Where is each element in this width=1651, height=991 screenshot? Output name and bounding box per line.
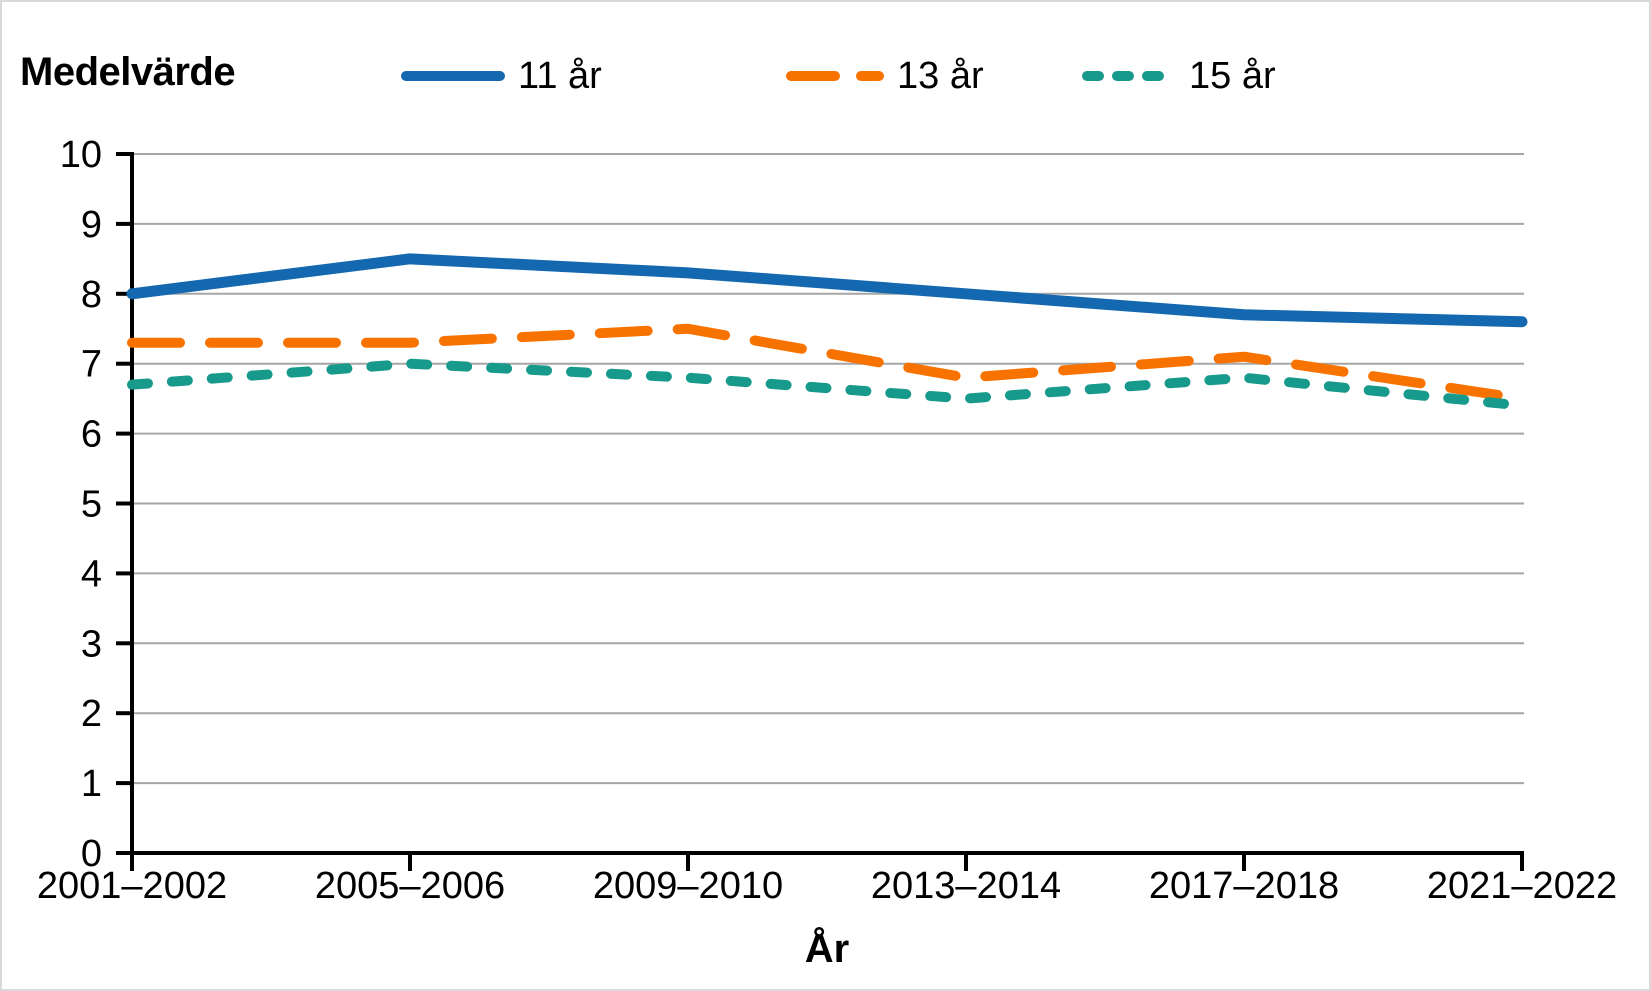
x-tick-label-1: 2005–2006	[315, 865, 505, 907]
series-line-11-år	[126, 253, 1528, 328]
legend-label: 13 år	[897, 54, 984, 97]
x-tick-label-3: 2013–2014	[871, 865, 1061, 907]
x-axis-title: År	[805, 926, 849, 971]
y-tick-label-6: 6	[81, 414, 102, 456]
y-tick-label-1: 1	[81, 763, 102, 805]
y-tick-label-2: 2	[81, 693, 102, 735]
x-tick-label-4: 2017–2018	[1149, 865, 1339, 907]
y-tick-label-8: 8	[81, 274, 102, 316]
y-tick-label-0: 0	[81, 833, 102, 875]
legend-item-11-ar: 11 år	[400, 54, 602, 98]
y-tick-label-9: 9	[81, 204, 102, 246]
y-tick-label-7: 7	[81, 344, 102, 386]
legend-item-13-ar: 13 år	[785, 54, 984, 98]
series-line-15-år	[127, 358, 1527, 411]
x-tick-label-2: 2009–2010	[593, 865, 783, 907]
y-tick-label-3: 3	[81, 623, 102, 665]
y-tick-label-5: 5	[81, 484, 102, 526]
x-tick-label-5: 2021–2022	[1427, 865, 1617, 907]
legend-label: 15 år	[1189, 54, 1276, 97]
legend-item-15-ar: 15 år	[1081, 54, 1276, 98]
legend-line-icon	[401, 71, 505, 81]
series-line-13-år	[127, 323, 1527, 404]
legend-line-icon	[1082, 71, 1176, 81]
y-tick-label-4: 4	[81, 553, 102, 595]
y-tick-label-10: 10	[60, 134, 102, 176]
legend-line-icon	[786, 71, 884, 81]
x-tick-label-0: 2001–2002	[37, 865, 227, 907]
y-axis-title: Medelvärde	[20, 50, 236, 94]
legend-label: 11 år	[518, 54, 602, 97]
